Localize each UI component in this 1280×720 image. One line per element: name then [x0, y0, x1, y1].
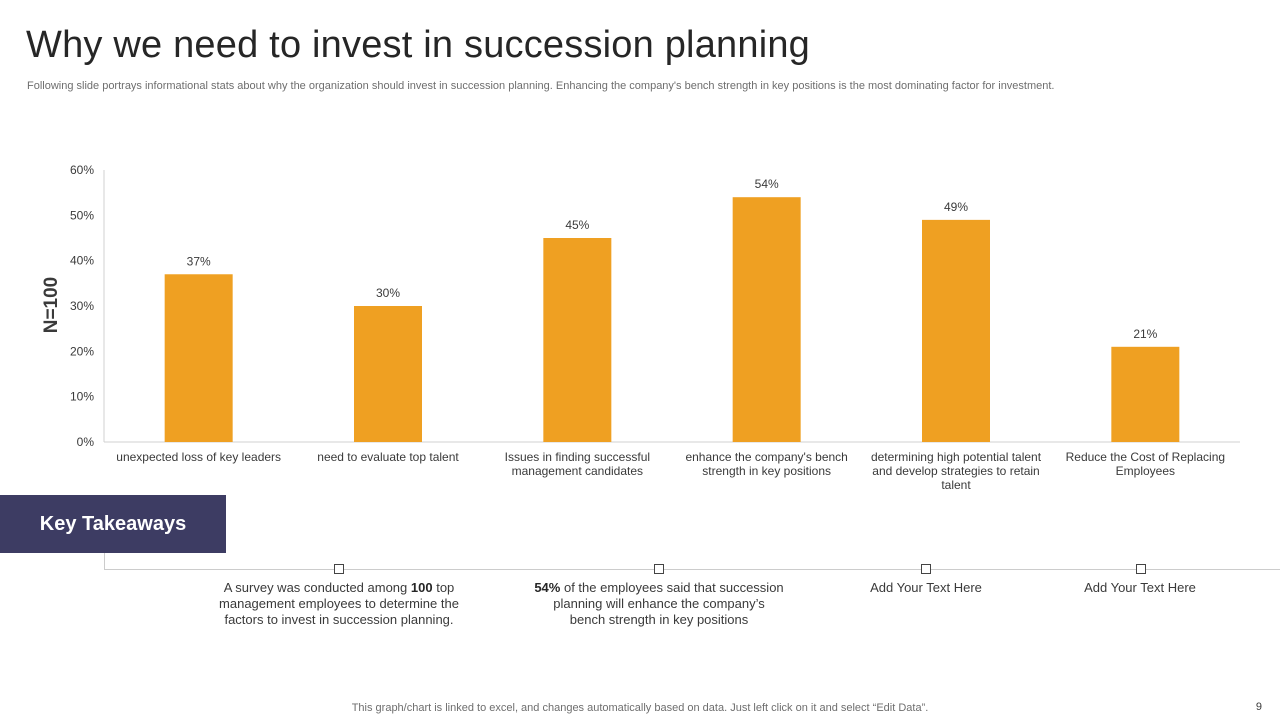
- takeaway-marker-2: [654, 564, 664, 574]
- x-tick-label: Reduce the Cost of Replacing Employees: [1065, 450, 1226, 478]
- slide-subtitle: Following slide portrays informational s…: [27, 80, 1055, 92]
- x-tick-label: enhance the company's bench strength in …: [685, 450, 848, 478]
- takeaway-marker-4: [1136, 564, 1146, 574]
- y-tick-label: 30%: [70, 299, 94, 313]
- bar: [922, 219, 990, 442]
- y-tick-label: 60%: [70, 163, 94, 177]
- slide-title: Why we need to invest in succession plan…: [26, 24, 811, 66]
- bar: [1111, 346, 1180, 442]
- takeaways-timeline: [104, 569, 1280, 570]
- y-tick-label: 40%: [70, 254, 94, 268]
- bar: [164, 274, 233, 442]
- x-tick-label: unexpected loss of key leaders: [116, 450, 282, 464]
- y-tick-label: 50%: [70, 208, 94, 222]
- data-label: 37%: [187, 254, 211, 268]
- data-label: 45%: [565, 218, 589, 232]
- footer-note: This graph/chart is linked to excel, and…: [351, 702, 929, 714]
- takeaway-text-2: 54% of the employees said that successio…: [534, 580, 784, 627]
- timeline-connector: [104, 553, 105, 570]
- y-tick-label: 20%: [70, 344, 94, 358]
- data-label: 30%: [376, 286, 400, 300]
- y-tick-label: 0%: [77, 435, 95, 449]
- bar: [543, 238, 612, 442]
- x-tick-label: determining high potential talent and de…: [870, 450, 1042, 492]
- takeaway-text-4: Add Your Text Here: [1084, 580, 1196, 595]
- takeaway-marker-1: [334, 564, 344, 574]
- data-label: 54%: [755, 177, 779, 191]
- data-label: 21%: [1133, 327, 1157, 341]
- page-number: 9: [1255, 701, 1262, 713]
- takeaway-marker-3: [921, 564, 931, 574]
- bar: [354, 306, 422, 442]
- takeaway-text-1: A survey was conducted among 100 top man…: [219, 580, 459, 627]
- x-tick-label: Issues in finding successful management …: [504, 450, 651, 478]
- data-label: 49%: [944, 200, 968, 214]
- key-takeaways-box: Key Takeaways: [0, 495, 226, 553]
- y-axis-label: N=100: [41, 276, 62, 334]
- bar-chart[interactable]: 0% 10% 20% 30% 40% 50% 60% 37% 30% 45% 54% 49% 21%: [0, 0, 1280, 500]
- y-tick-label: 10%: [70, 390, 94, 404]
- takeaway-text-3: Add Your Text Here: [870, 580, 982, 595]
- x-tick-label: need to evaluate top talent: [317, 450, 459, 464]
- bar: [732, 197, 801, 442]
- key-takeaways-heading: Key Takeaways: [39, 512, 187, 535]
